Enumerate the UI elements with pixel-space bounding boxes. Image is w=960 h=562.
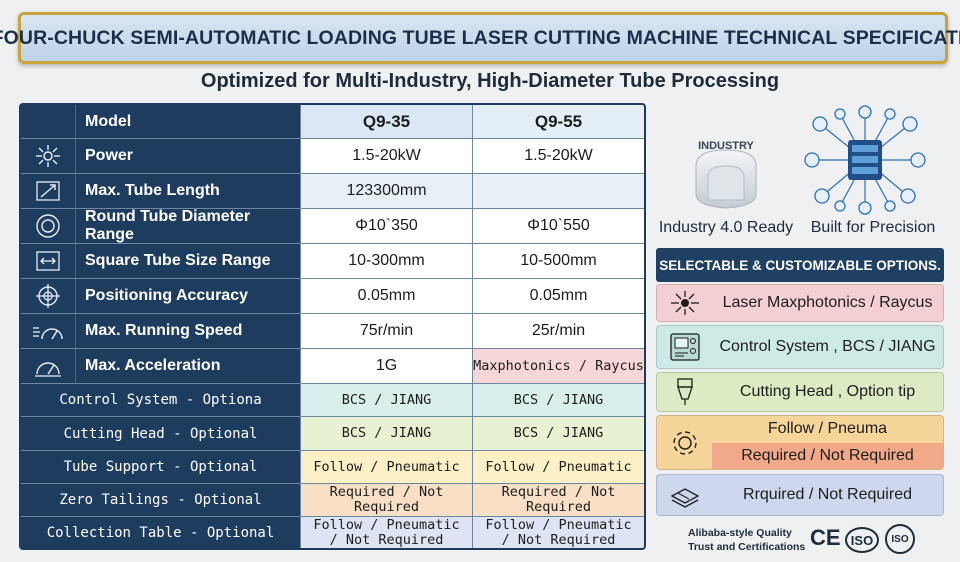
table-row: Round Tube Diameter Range Φ10`350 Φ10`55… xyxy=(21,208,644,244)
table-row: Zero Tailings - Optional Required / Not … xyxy=(21,484,644,517)
table-row: Max. Tube Length 123300mm xyxy=(21,174,644,209)
option-tube-support: Follow / Pneuma Required / Not Required xyxy=(656,415,944,470)
network-server-icon xyxy=(800,104,930,216)
option-control-system: Control System , BCS / JIANG xyxy=(656,325,944,369)
table-row: Power 1.5-20kW 1.5-20kW xyxy=(21,139,644,174)
industry-icon-text: INDUSTRY xyxy=(698,140,754,152)
iso-mark: ISO xyxy=(845,527,879,553)
speed-gauge-icon xyxy=(21,314,76,349)
page-subtitle: Optimized for Multi-Industry, High-Diame… xyxy=(200,70,780,92)
header-col1: Q9-35 xyxy=(301,105,473,139)
table-row: Collection Table - Optional Follow / Pne… xyxy=(21,517,644,548)
table-row: Tube Support - Optional Follow / Pneumat… xyxy=(21,451,644,484)
ce-mark: CE xyxy=(810,525,841,550)
laser-burst-icon xyxy=(657,285,712,321)
industry-robot-icon: INDUSTRY xyxy=(686,136,766,214)
option-laser: Laser Maxphotonics / Raycus xyxy=(656,284,944,322)
table-row: Control System - Optiona BCS / JIANG BCS… xyxy=(21,384,644,417)
options-heading: SELECTABLE & CUSTOMIZABLE OPTIONS. xyxy=(656,248,944,282)
precision-badge-label: Built for Precision xyxy=(810,219,936,236)
table-row: Square Tube Size Range 10-300mm 10-500mm xyxy=(21,244,644,279)
option-cutting-head: Cutting Head , Option tip xyxy=(656,372,944,412)
industry-badge-label: Industry 4.0 Ready xyxy=(658,219,794,236)
page-title: Q9 FOUR-CHUCK SEMI-AUTOMATIC LOADING TUB… xyxy=(0,26,960,49)
conveyor-icon xyxy=(657,475,712,515)
table-row: Cutting Head - Optional BCS / JIANG BCS … xyxy=(21,417,644,451)
table-row: Max. Acceleration 1G Maxphotonics / Rayc… xyxy=(21,349,644,384)
laser-burst-icon xyxy=(21,139,76,174)
option-collection: Rrquired / Not Required xyxy=(656,474,944,516)
tube-length-icon xyxy=(21,174,76,209)
table-header-row: Model Q9-35 Q9-55 xyxy=(21,105,644,139)
header-model-label: Model xyxy=(76,105,301,139)
control-panel-icon xyxy=(657,326,712,368)
square-tube-icon xyxy=(21,244,76,279)
round-tube-icon xyxy=(21,209,76,244)
crosshair-icon xyxy=(21,279,76,314)
gear-icon xyxy=(657,416,712,469)
cutting-head-icon xyxy=(657,373,712,411)
table-row: Positioning Accuracy 0.05mm 0.05mm xyxy=(21,279,644,314)
iso-circle-mark: ISO xyxy=(885,524,915,554)
acceleration-gauge-icon xyxy=(21,349,76,384)
options-panel: SELECTABLE & CUSTOMIZABLE OPTIONS. Laser… xyxy=(656,248,944,520)
title-banner: Q9 FOUR-CHUCK SEMI-AUTOMATIC LOADING TUB… xyxy=(0,12,960,64)
spec-table: Model Q9-35 Q9-55 Power 1.5-20kW 1.5-20k… xyxy=(19,103,646,550)
cert-text: Alibaba-style Quality Trust and Certific… xyxy=(688,527,806,553)
table-row: Max. Running Speed 75r/min 25r/min xyxy=(21,314,644,349)
header-col2: Q9-55 xyxy=(473,105,644,139)
